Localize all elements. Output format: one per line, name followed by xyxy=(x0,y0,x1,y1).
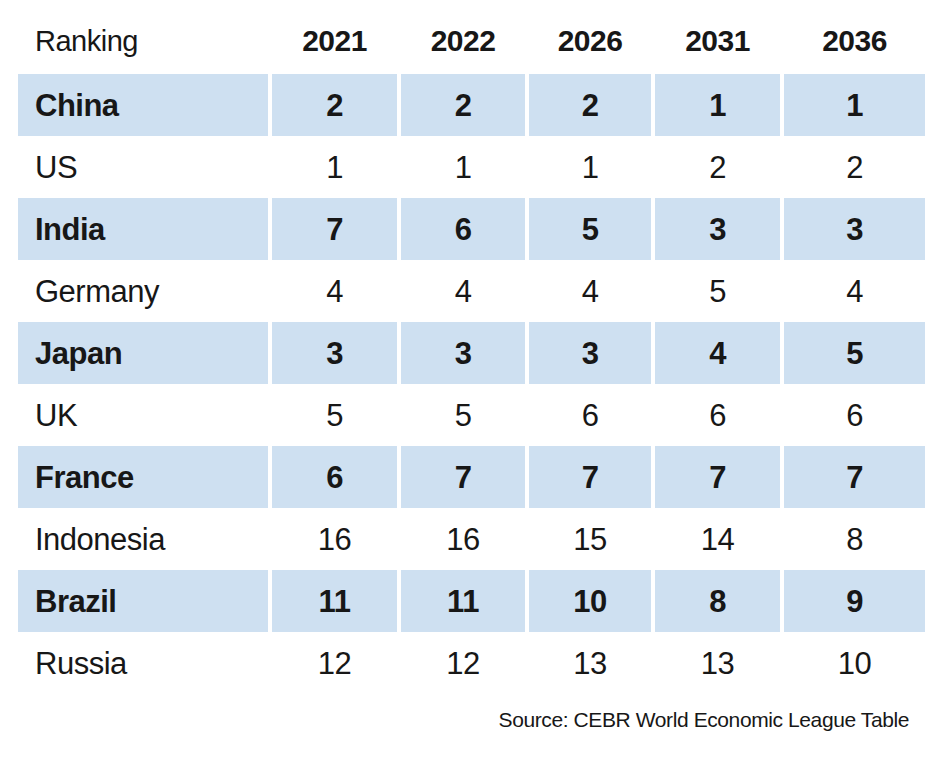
rank-value: 16 xyxy=(401,508,525,570)
table-row: Russia 12 12 13 13 10 xyxy=(18,632,925,694)
column-header-2036: 2036 xyxy=(784,8,925,74)
rank-value: 1 xyxy=(655,74,780,136)
table-row: India 7 6 5 3 3 xyxy=(18,198,925,260)
rank-value: 3 xyxy=(529,322,651,384)
rank-value: 11 xyxy=(272,570,397,632)
rank-value: 6 xyxy=(272,446,397,508)
column-header-ranking: Ranking xyxy=(18,8,268,74)
rank-value: 11 xyxy=(401,570,525,632)
country-label: Indonesia xyxy=(18,508,268,570)
rank-value: 14 xyxy=(655,508,780,570)
rank-value: 2 xyxy=(655,136,780,198)
table-row: Germany 4 4 4 5 4 xyxy=(18,260,925,322)
rank-value: 7 xyxy=(272,198,397,260)
ranking-table: Ranking 2021 2022 2026 2031 2036 China 2… xyxy=(18,8,925,732)
country-label: India xyxy=(18,198,268,260)
rank-value: 6 xyxy=(529,384,651,446)
country-label: Germany xyxy=(18,260,268,322)
rank-value: 5 xyxy=(529,198,651,260)
rank-value: 8 xyxy=(655,570,780,632)
table-row: China 2 2 2 1 1 xyxy=(18,74,925,136)
table-body: China 2 2 2 1 1 US 1 1 1 2 2 India 7 6 5… xyxy=(18,74,925,694)
rank-value: 5 xyxy=(272,384,397,446)
rank-value: 16 xyxy=(272,508,397,570)
column-header-2031: 2031 xyxy=(655,8,780,74)
rank-value: 7 xyxy=(529,446,651,508)
rank-value: 15 xyxy=(529,508,651,570)
country-label: China xyxy=(18,74,268,136)
rank-value: 13 xyxy=(655,632,780,694)
table-row: UK 5 5 6 6 6 xyxy=(18,384,925,446)
rank-value: 2 xyxy=(529,74,651,136)
rank-value: 1 xyxy=(272,136,397,198)
rank-value: 13 xyxy=(529,632,651,694)
table-row: US 1 1 1 2 2 xyxy=(18,136,925,198)
column-header-2021: 2021 xyxy=(272,8,397,74)
rank-value: 10 xyxy=(529,570,651,632)
rank-value: 1 xyxy=(784,74,925,136)
source-caption: Source: CEBR World Economic League Table xyxy=(18,708,925,732)
rank-value: 3 xyxy=(784,198,925,260)
rank-value: 2 xyxy=(784,136,925,198)
rank-value: 6 xyxy=(655,384,780,446)
rank-value: 1 xyxy=(401,136,525,198)
country-label: UK xyxy=(18,384,268,446)
country-label: France xyxy=(18,446,268,508)
rank-value: 4 xyxy=(655,322,780,384)
rank-value: 12 xyxy=(272,632,397,694)
rank-value: 5 xyxy=(401,384,525,446)
country-label: Brazil xyxy=(18,570,268,632)
country-label: Russia xyxy=(18,632,268,694)
rank-value: 3 xyxy=(272,322,397,384)
rank-value: 1 xyxy=(529,136,651,198)
rank-value: 4 xyxy=(784,260,925,322)
table-row: Indonesia 16 16 15 14 8 xyxy=(18,508,925,570)
rank-value: 12 xyxy=(401,632,525,694)
rank-value: 4 xyxy=(272,260,397,322)
rank-value: 6 xyxy=(401,198,525,260)
rank-value: 10 xyxy=(784,632,925,694)
rank-value: 7 xyxy=(784,446,925,508)
column-header-2022: 2022 xyxy=(401,8,525,74)
rank-value: 3 xyxy=(401,322,525,384)
country-label: Japan xyxy=(18,322,268,384)
rank-value: 7 xyxy=(401,446,525,508)
rank-value: 2 xyxy=(401,74,525,136)
ranking-table-graphic: Ranking 2021 2022 2026 2031 2036 China 2… xyxy=(0,0,952,761)
column-header-2026: 2026 xyxy=(529,8,651,74)
table-row: Brazil 11 11 10 8 9 xyxy=(18,570,925,632)
table-row: France 6 7 7 7 7 xyxy=(18,446,925,508)
rank-value: 4 xyxy=(529,260,651,322)
rank-value: 8 xyxy=(784,508,925,570)
rank-value: 6 xyxy=(784,384,925,446)
rank-value: 5 xyxy=(784,322,925,384)
rank-value: 2 xyxy=(272,74,397,136)
rank-value: 5 xyxy=(655,260,780,322)
rank-value: 7 xyxy=(655,446,780,508)
country-label: US xyxy=(18,136,268,198)
rank-value: 4 xyxy=(401,260,525,322)
rank-value: 3 xyxy=(655,198,780,260)
table-row: Japan 3 3 3 4 5 xyxy=(18,322,925,384)
rank-value: 9 xyxy=(784,570,925,632)
table-header-row: Ranking 2021 2022 2026 2031 2036 xyxy=(18,8,925,74)
